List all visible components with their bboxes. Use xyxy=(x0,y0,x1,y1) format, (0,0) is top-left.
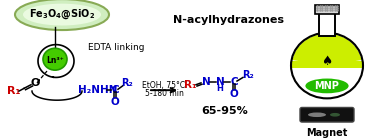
Text: EDTA linking: EDTA linking xyxy=(88,43,144,52)
Text: C: C xyxy=(111,85,119,95)
Text: Magnet: Magnet xyxy=(306,128,348,138)
Text: C: C xyxy=(230,77,238,87)
Ellipse shape xyxy=(330,113,340,117)
Wedge shape xyxy=(293,34,361,66)
FancyBboxPatch shape xyxy=(300,108,354,122)
Text: N: N xyxy=(201,77,211,87)
Text: O: O xyxy=(111,97,119,107)
Text: 5-180 min: 5-180 min xyxy=(144,89,183,98)
Text: 65-95%: 65-95% xyxy=(201,106,248,116)
Ellipse shape xyxy=(308,112,326,117)
Text: O: O xyxy=(30,78,40,88)
Text: N: N xyxy=(215,77,225,87)
Text: N-acylhydrazones: N-acylhydrazones xyxy=(172,15,284,25)
Bar xyxy=(292,61,362,68)
Text: ♠: ♠ xyxy=(321,55,333,67)
Text: R₁: R₁ xyxy=(7,86,21,96)
Text: H: H xyxy=(217,84,223,93)
Ellipse shape xyxy=(305,79,349,93)
FancyBboxPatch shape xyxy=(315,5,339,14)
Text: R₁: R₁ xyxy=(184,80,196,90)
Circle shape xyxy=(291,33,363,98)
Ellipse shape xyxy=(15,0,109,30)
Text: ·: · xyxy=(37,74,41,88)
Text: Ln³⁺: Ln³⁺ xyxy=(46,56,64,65)
Text: MNP: MNP xyxy=(314,81,339,91)
Text: R₂: R₂ xyxy=(121,78,133,88)
Text: R₂: R₂ xyxy=(242,70,254,80)
Bar xyxy=(319,10,335,35)
Circle shape xyxy=(43,48,67,70)
Text: $\mathdefault{Fe_3O_4@SiO_2}$: $\mathdefault{Fe_3O_4@SiO_2}$ xyxy=(29,8,95,21)
Text: O: O xyxy=(229,89,239,99)
Text: EtOH, 75°C: EtOH, 75°C xyxy=(143,81,186,90)
Text: H₂NHN: H₂NHN xyxy=(78,85,118,95)
Ellipse shape xyxy=(23,4,101,26)
